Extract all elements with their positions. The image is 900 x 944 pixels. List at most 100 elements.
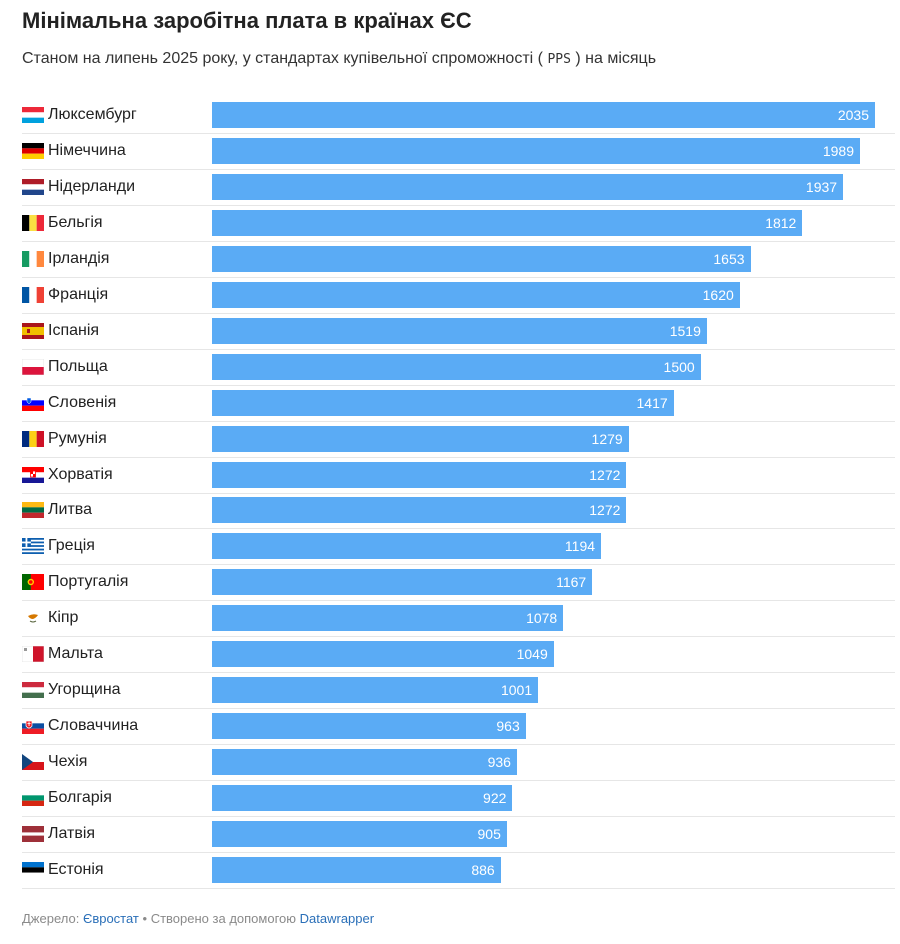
category-label: Франція xyxy=(48,285,109,303)
category-label: Хорватія xyxy=(48,465,113,483)
row-divider xyxy=(22,168,895,170)
category-label: Латвія xyxy=(48,825,96,842)
value-label: 922 xyxy=(483,790,507,807)
category-label: Кіпр xyxy=(48,609,79,627)
category-label: Польща xyxy=(48,357,108,375)
row-divider xyxy=(22,348,895,350)
row-divider xyxy=(22,456,895,458)
flag-ie-icon xyxy=(22,250,44,267)
value-label: 1272 xyxy=(589,466,621,483)
flag-lu-icon xyxy=(22,107,44,123)
flag-mt-icon xyxy=(22,646,44,663)
row-divider xyxy=(22,600,895,602)
chart-row: Болгарія 922 xyxy=(22,781,895,818)
flag-bg-icon xyxy=(22,790,44,807)
bar-chart: Люксембург 2035 Німеччина 1989 Нідерланди 193… xyxy=(0,98,900,893)
value-label: 1279 xyxy=(591,430,623,447)
category-label: Болгарія xyxy=(48,789,112,807)
bar xyxy=(212,245,751,272)
category-label: Німеччина xyxy=(48,141,126,159)
bar xyxy=(212,785,513,812)
subtitle-text-post: ) на місяць xyxy=(575,50,657,67)
value-label: 1500 xyxy=(663,358,695,375)
flag-lt-icon xyxy=(22,502,44,519)
chart-row: Угорщина 1001 xyxy=(22,673,895,710)
value-label: 1001 xyxy=(500,682,533,699)
category-label: Ірландія xyxy=(48,249,110,267)
category-label: Нідерланди xyxy=(48,177,136,195)
flag-pt-icon xyxy=(22,574,44,591)
datawrapper-link[interactable]: Datawrapper xyxy=(299,911,375,926)
flag-sk-icon xyxy=(22,718,44,735)
row-divider xyxy=(22,636,895,638)
value-label: 1194 xyxy=(564,538,596,555)
row-divider xyxy=(22,312,895,314)
bar xyxy=(212,461,627,488)
bar xyxy=(212,102,875,128)
value-label: 1519 xyxy=(669,322,701,339)
category-label: Чехія xyxy=(48,753,88,771)
value-label: 1049 xyxy=(516,646,548,663)
row-divider xyxy=(22,887,895,889)
flag-lv-icon xyxy=(22,826,44,842)
row-divider xyxy=(22,780,895,782)
category-label: Бельгія xyxy=(48,213,103,231)
row-divider xyxy=(22,384,895,386)
value-label: 1812 xyxy=(765,214,797,231)
value-label: 1078 xyxy=(526,610,558,627)
bar xyxy=(212,389,674,416)
bar xyxy=(212,497,627,524)
chart-row: Греція 1194 xyxy=(22,529,895,566)
row-divider xyxy=(22,564,895,566)
chart-row: Чехія 936 xyxy=(22,745,895,782)
chart-row: Нідерланди 1937 xyxy=(22,170,895,206)
value-label: 1653 xyxy=(713,250,745,267)
footer-separator: • xyxy=(142,911,148,926)
value-label: 1417 xyxy=(636,394,668,411)
chart-row: Бельгія 1812 xyxy=(22,206,895,242)
flag-be-icon xyxy=(22,214,44,231)
chart-footer: Джерело: Євростат • Створено за допомого… xyxy=(22,911,374,926)
chart-row: Мальта 1049 xyxy=(22,637,895,674)
value-label: 1620 xyxy=(702,286,734,303)
chart-row: Кіпр 1078 xyxy=(22,601,895,638)
row-divider xyxy=(22,744,895,746)
bar xyxy=(212,856,501,883)
flag-de-icon xyxy=(22,142,44,159)
chart-row: Іспанія 1519 xyxy=(22,314,895,350)
source-link[interactable]: Євростат xyxy=(82,911,139,926)
chart-row: Франція 1620 xyxy=(22,278,895,314)
row-divider xyxy=(22,276,895,278)
flag-fr-icon xyxy=(22,286,44,303)
row-divider xyxy=(22,672,895,674)
flag-cz-icon xyxy=(22,754,44,771)
flag-hu-icon xyxy=(22,682,44,699)
bar xyxy=(212,713,526,740)
bar xyxy=(212,641,554,668)
chart-title: Мінімальна заробітна плата в країнах ЄС xyxy=(22,8,472,33)
value-label: 905 xyxy=(477,826,501,842)
flag-cy-icon xyxy=(22,610,44,627)
chart-row: Німеччина 1989 xyxy=(22,134,895,170)
category-label: Угорщина xyxy=(48,681,121,699)
chart-row: Ірландія 1653 xyxy=(22,242,895,278)
category-label: Люксембург xyxy=(48,106,137,123)
flag-hr-icon xyxy=(22,466,44,483)
bar xyxy=(212,749,517,776)
row-divider xyxy=(22,708,895,710)
category-label: Естонія xyxy=(48,860,104,878)
value-label: 936 xyxy=(487,754,511,771)
bar xyxy=(212,209,803,236)
category-label: Словенія xyxy=(48,393,117,411)
chart-row: Румунія 1279 xyxy=(22,422,895,458)
chart-row: Литва 1272 xyxy=(22,493,895,530)
bar xyxy=(212,173,844,200)
row-divider xyxy=(22,133,895,134)
bar xyxy=(212,605,564,632)
chart-row: Португалія 1167 xyxy=(22,565,895,602)
source-label: Джерело: xyxy=(22,911,80,926)
category-label: Іспанія xyxy=(48,321,100,339)
value-label: 1167 xyxy=(556,574,587,591)
category-label: Португалія xyxy=(48,573,129,591)
value-label: 886 xyxy=(471,861,495,878)
